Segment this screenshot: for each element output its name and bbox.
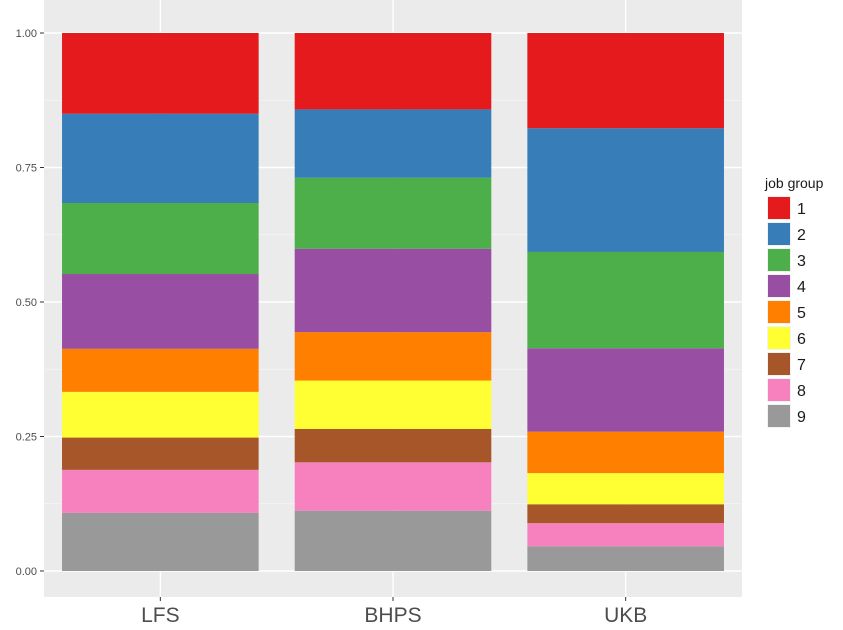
x-tick-label-lfs: LFS [141, 604, 180, 627]
legend-label-8: 8 [797, 383, 806, 400]
y-tick-label: 0.50 [16, 297, 37, 309]
bar-segment-bhps-group-9 [294, 510, 492, 571]
x-tick-label-ukb: UKB [604, 604, 647, 627]
legend-items: 1 2 3 4 5 6 7 8 9 [767, 196, 806, 428]
y-tick-label: 1.00 [16, 28, 37, 40]
bar-segment-bhps-group-8 [294, 462, 492, 511]
bar-segment-bhps-group-4 [294, 248, 492, 333]
bar-segment-lfs-group-4 [62, 274, 259, 349]
bar-segment-ukb-group-2 [527, 128, 724, 252]
bar-segment-ukb-group-3 [527, 251, 724, 349]
legend-label-3: 3 [797, 253, 806, 270]
bar-segment-lfs-group-3 [62, 203, 259, 275]
legend-label-5: 5 [797, 305, 806, 322]
bar-segment-ukb-group-6 [527, 473, 724, 505]
legend: job group 1 2 3 4 5 6 7 8 9 [764, 175, 824, 428]
bar-segment-bhps-group-2 [294, 109, 492, 178]
y-axis: 0.00 0.25 0.50 0.75 1.00 [16, 28, 44, 578]
bar-segment-bhps-group-3 [294, 177, 492, 249]
bar-segment-bhps-group-7 [294, 428, 492, 463]
bar-segment-ukb-group-8 [527, 523, 724, 547]
y-tick-label: 0.25 [16, 432, 37, 444]
bar-segment-lfs-group-8 [62, 469, 259, 513]
legend-swatch-5 [768, 301, 790, 323]
bar-segment-ukb-group-7 [527, 504, 724, 524]
legend-swatch-9 [768, 405, 790, 427]
bar-segment-lfs-group-5 [62, 348, 259, 392]
legend-swatch-6 [768, 327, 790, 349]
bar-segment-lfs-group-7 [62, 437, 259, 470]
legend-swatch-2 [768, 223, 790, 245]
y-tick-label: 0.00 [16, 566, 37, 578]
bars [62, 33, 724, 571]
legend-label-6: 6 [797, 331, 806, 348]
bar-segment-bhps-group-6 [294, 380, 492, 429]
legend-swatch-3 [768, 249, 790, 271]
bar-segment-ukb-group-9 [527, 546, 724, 571]
legend-label-1: 1 [797, 201, 806, 218]
bar-segment-ukb-group-4 [527, 348, 724, 432]
legend-label-2: 2 [797, 227, 806, 244]
legend-label-4: 4 [797, 279, 806, 296]
legend-swatch-1 [768, 197, 790, 219]
y-tick-label: 0.75 [16, 163, 37, 175]
bar-segment-ukb-group-5 [527, 431, 724, 474]
bar-segment-lfs-group-9 [62, 512, 259, 571]
x-axis: LFS BHPS UKB [141, 597, 647, 627]
legend-title: job group [764, 175, 824, 191]
bar-segment-bhps-group-1 [294, 33, 492, 110]
legend-swatch-8 [768, 379, 790, 401]
legend-label-9: 9 [797, 409, 806, 426]
bar-segment-lfs-group-1 [62, 33, 259, 114]
bar-segment-bhps-group-5 [294, 332, 492, 381]
bar-segment-lfs-group-6 [62, 391, 259, 438]
legend-swatch-7 [768, 353, 790, 375]
bar-segment-lfs-group-2 [62, 113, 259, 204]
bar-segment-ukb-group-1 [527, 33, 724, 129]
x-tick-label-bhps: BHPS [364, 604, 421, 627]
legend-label-7: 7 [797, 357, 806, 374]
legend-swatch-4 [768, 275, 790, 297]
